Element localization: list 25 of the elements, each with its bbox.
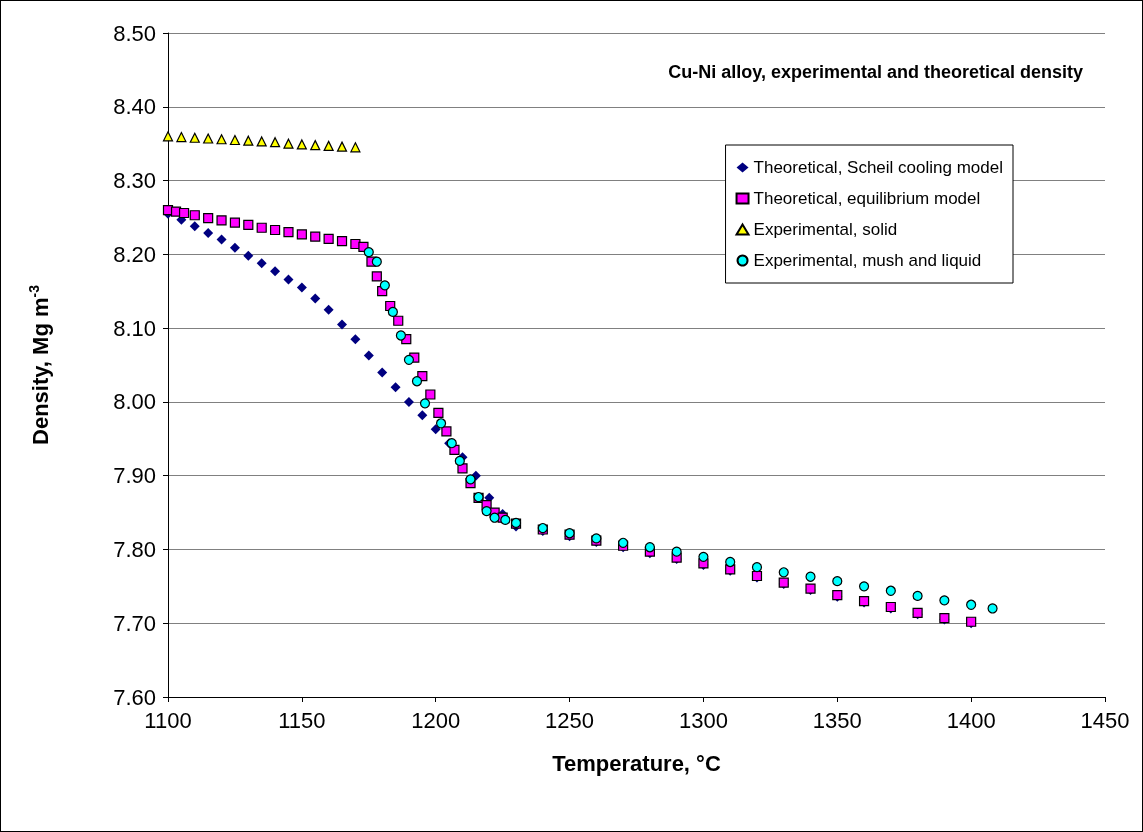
y-tick-label: 8.00 xyxy=(113,389,156,415)
x-tick-label: 1150 xyxy=(278,707,326,733)
x-axis-title: Temperature, °C xyxy=(552,750,721,776)
x-tick-label: 1200 xyxy=(411,707,461,733)
y-tick-label: 8.20 xyxy=(113,241,156,267)
y-axis-title: Density, Mg m-3 xyxy=(26,284,53,445)
x-tick-label: 1350 xyxy=(812,707,862,733)
y-tick-label: 7.90 xyxy=(113,463,156,489)
y-tick-label: 8.30 xyxy=(113,168,156,194)
legend-label: Experimental, mush and liquid xyxy=(753,251,982,270)
y-tick-label: 8.40 xyxy=(113,94,156,120)
y-tick-label: 7.70 xyxy=(113,610,156,636)
x-tick-label: 1250 xyxy=(545,707,595,733)
y-tick-label: 7.60 xyxy=(113,684,156,710)
y-tick-label: 7.80 xyxy=(113,536,156,562)
x-tick-label: 1400 xyxy=(946,707,996,733)
text: Cu-Ni alloy, experimental and theoretical density xyxy=(668,62,1084,82)
x-tick-label: 1100 xyxy=(144,707,192,733)
y-tick-label: 8.10 xyxy=(113,315,156,341)
y-tick-label: 8.50 xyxy=(113,20,156,46)
legend-label: Experimental, solid xyxy=(753,220,898,239)
legend-label: Theoretical, Scheil cooling model xyxy=(753,158,1004,177)
legend-label: Theoretical, equilibrium model xyxy=(753,189,981,208)
x-tick-label: 1300 xyxy=(678,707,728,733)
x-tick-label: 1450 xyxy=(1080,707,1130,733)
